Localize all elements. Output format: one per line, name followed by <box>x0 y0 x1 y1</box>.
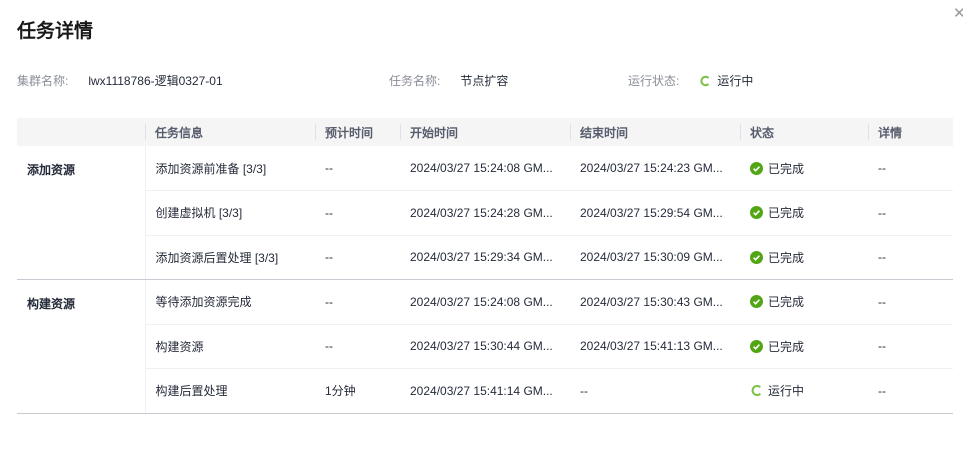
group-name: 构建资源 <box>17 279 146 414</box>
cluster-name-label: 集群名称: <box>17 74 69 88</box>
end-time-cell: 2024/03/27 15:24:23 GM... <box>570 146 740 191</box>
status-cell: 已完成 <box>740 146 868 191</box>
check-circle-icon <box>750 161 763 175</box>
run-status-value: 运行中 <box>717 74 754 88</box>
column-header-end-time: 结束时间 <box>570 118 740 146</box>
cluster-name-value: lwx1118786-逻辑0327-01 <box>88 74 223 88</box>
estimated-time-cell: -- <box>315 146 400 191</box>
table-row: 添加资源后置处理 [3/3] -- 2024/03/27 15:29:34 GM..… <box>17 235 953 280</box>
group-name: 添加资源 <box>17 146 146 280</box>
detail-cell: -- <box>868 235 953 280</box>
detail-cell: -- <box>868 368 953 414</box>
task-info-cell: 构建资源 <box>145 324 315 369</box>
table-row: 创建虚拟机 [3/3] -- 2024/03/27 15:24:28 GM... 20… <box>17 190 953 236</box>
column-header-group <box>17 118 145 146</box>
detail-cell: -- <box>868 190 953 236</box>
column-header-task-info: 任务信息 <box>145 118 315 146</box>
estimated-time-cell: -- <box>315 190 400 236</box>
close-icon[interactable]: ✕ <box>953 5 963 22</box>
status-text: 运行中 <box>768 384 805 399</box>
status-text: 已完成 <box>768 250 805 265</box>
end-time-cell: -- <box>570 368 740 414</box>
status-text: 已完成 <box>768 339 805 354</box>
start-time-cell: 2024/03/27 15:24:08 GM... <box>400 146 570 191</box>
task-info-cell: 添加资源前准备 [3/3] <box>145 146 315 191</box>
status-cell: 已完成 <box>740 235 868 280</box>
cluster-name-info: 集群名称: lwx1118786-逻辑0327-01 <box>17 72 223 89</box>
running-spinner-icon <box>751 385 761 397</box>
dialog-title: 任务详情 <box>17 21 94 42</box>
check-circle-icon <box>750 295 763 309</box>
status-cell: 运行中 <box>740 368 868 414</box>
detail-cell: -- <box>868 146 953 191</box>
start-time-cell: 2024/03/27 15:41:14 GM... <box>400 368 570 414</box>
column-header-detail: 详情 <box>868 118 953 146</box>
table-row: 添加资源 添加资源前准备 [3/3] -- 2024/03/27 15:24:08 G… <box>17 146 953 280</box>
task-info-cell: 添加资源后置处理 [3/3] <box>145 235 315 280</box>
task-name-info: 任务名称: 节点扩容 <box>389 72 508 89</box>
end-time-cell: 2024/03/27 15:30:09 GM... <box>570 235 740 280</box>
status-text: 已完成 <box>768 295 805 310</box>
start-time-cell: 2024/03/27 15:30:44 GM... <box>400 324 570 369</box>
detail-cell: -- <box>868 324 953 369</box>
column-header-estimated-time: 预计时间 <box>315 118 400 146</box>
detail-cell: -- <box>868 279 953 325</box>
start-time-cell: 2024/03/27 15:29:34 GM... <box>400 235 570 280</box>
estimated-time-cell: -- <box>315 235 400 280</box>
status-cell: 已完成 <box>740 324 868 369</box>
run-status-label: 运行状态: <box>628 74 680 88</box>
check-circle-icon <box>750 250 763 264</box>
table-row: 构建资源 等待添加资源完成 -- 2024/03/27 15:24:08 GM... 2… <box>17 279 953 414</box>
column-header-start-time: 开始时间 <box>400 118 570 146</box>
run-status-info: 运行状态: 运行中 <box>628 72 753 89</box>
start-time-cell: 2024/03/27 15:24:28 GM... <box>400 190 570 236</box>
status-text: 已完成 <box>768 161 805 176</box>
running-spinner-icon <box>700 75 710 86</box>
status-text: 已完成 <box>768 206 805 221</box>
task-name-value: 节点扩容 <box>460 74 509 88</box>
task-name-label: 任务名称: <box>389 74 441 88</box>
column-header-status: 状态 <box>740 118 868 146</box>
table-row: 构建后置处理 1分钟 2024/03/27 15:41:14 GM... -- 运行中 -… <box>17 368 953 414</box>
task-info-cell: 构建后置处理 <box>145 368 315 414</box>
task-table: 任务信息 预计时间 开始时间 结束时间 状态 详情 添加资源 添加资源前准备 [3/3] --… <box>17 118 953 414</box>
task-info-cell: 创建虚拟机 [3/3] <box>145 190 315 236</box>
estimated-time-cell: 1分钟 <box>315 368 400 414</box>
end-time-cell: 2024/03/27 15:30:43 GM... <box>570 279 740 325</box>
end-time-cell: 2024/03/27 15:29:54 GM... <box>570 190 740 236</box>
table-row: 构建资源 -- 2024/03/27 15:30:44 GM... 2024/03/2… <box>17 324 953 369</box>
estimated-time-cell: -- <box>315 279 400 325</box>
start-time-cell: 2024/03/27 15:24:08 GM... <box>400 279 570 325</box>
estimated-time-cell: -- <box>315 324 400 369</box>
task-info-cell: 等待添加资源完成 <box>145 279 315 325</box>
status-cell: 已完成 <box>740 279 868 325</box>
status-cell: 已完成 <box>740 190 868 236</box>
end-time-cell: 2024/03/27 15:41:13 GM... <box>570 324 740 369</box>
check-circle-icon <box>750 206 763 220</box>
check-circle-icon <box>750 339 763 353</box>
